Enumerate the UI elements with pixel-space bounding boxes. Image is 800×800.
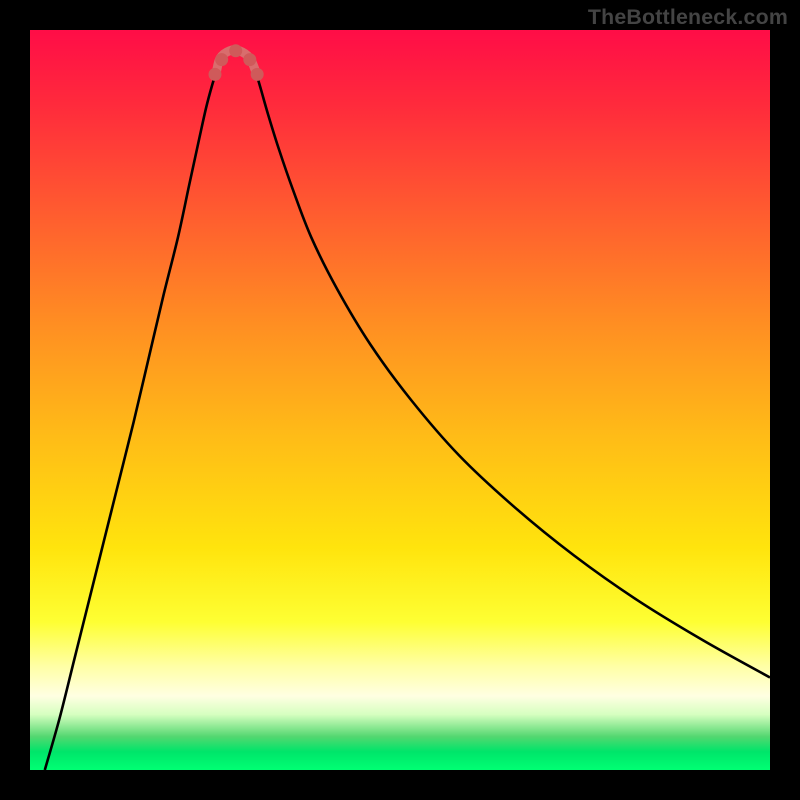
watermark-text: TheBottleneck.com bbox=[588, 5, 788, 30]
chart-outer: TheBottleneck.com bbox=[0, 0, 800, 800]
connector-dot bbox=[243, 53, 256, 66]
connector-dot bbox=[251, 68, 264, 81]
connector-dot bbox=[209, 68, 222, 81]
curves-overlay bbox=[30, 30, 770, 770]
right-curve bbox=[256, 71, 770, 677]
connector-dot bbox=[215, 53, 228, 66]
left-curve bbox=[45, 71, 217, 770]
plot-area bbox=[30, 30, 770, 770]
connector-dots bbox=[209, 44, 264, 81]
connector-dot bbox=[229, 44, 242, 57]
